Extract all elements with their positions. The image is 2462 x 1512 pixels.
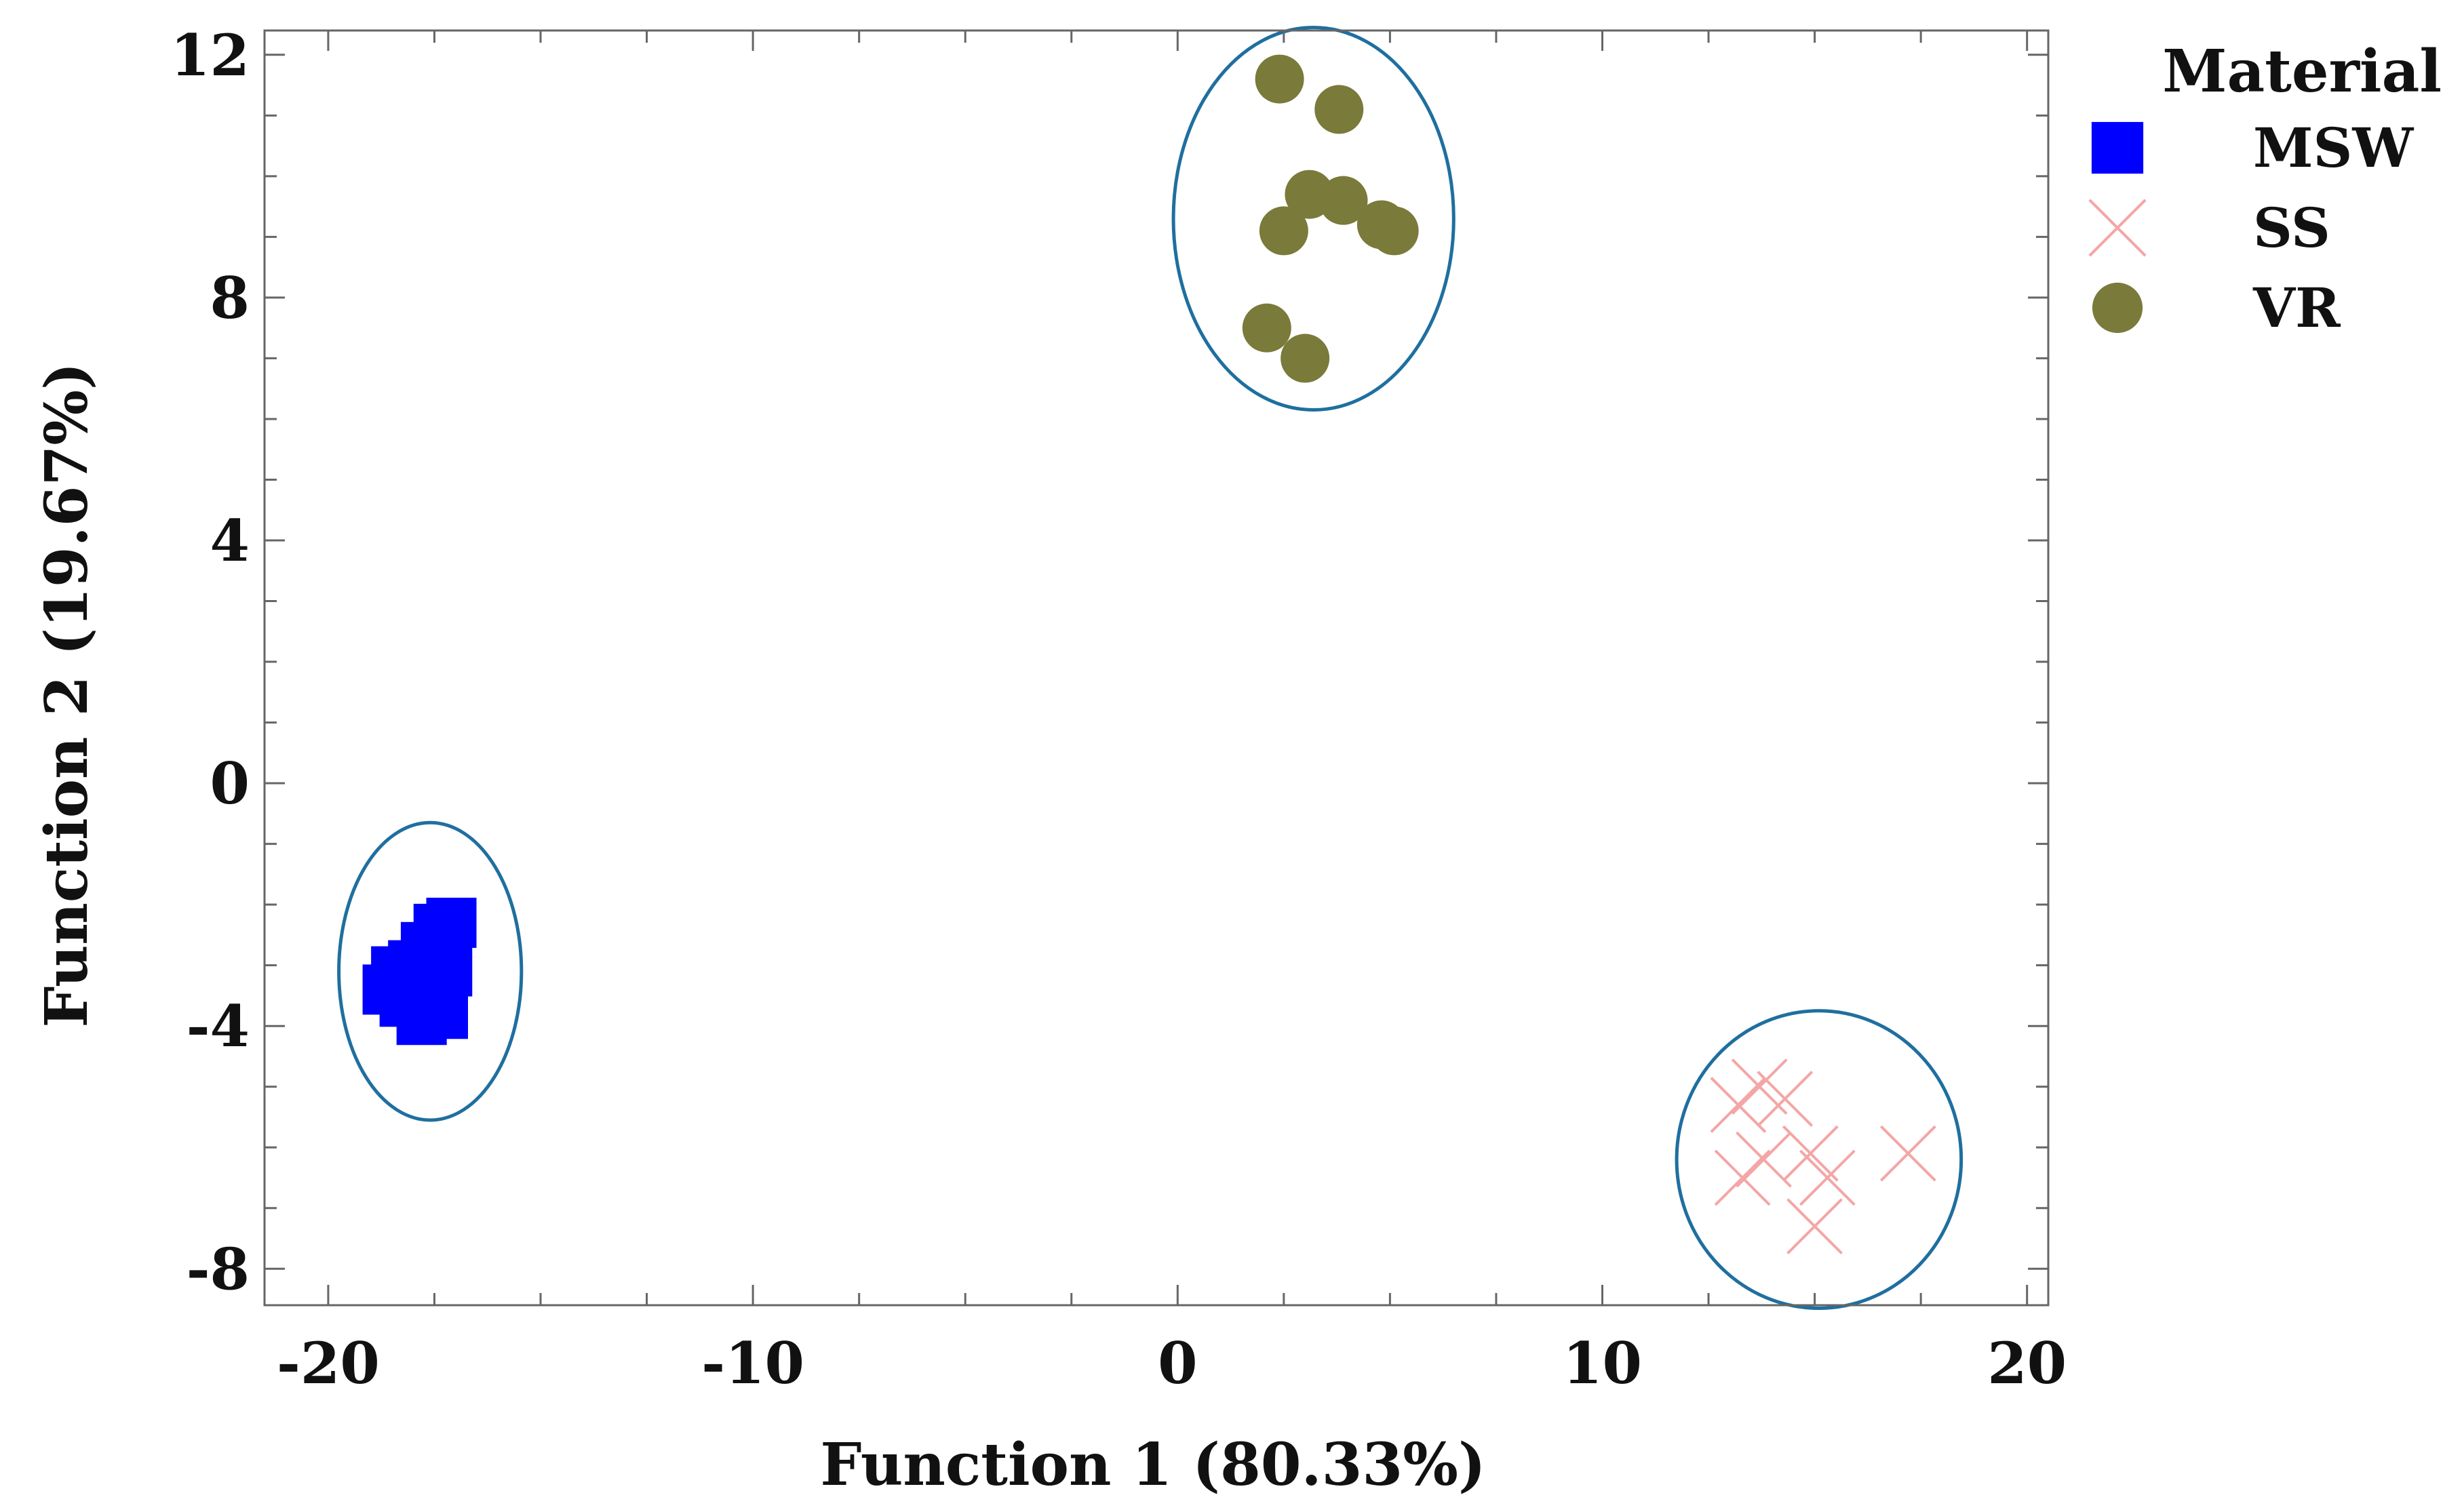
cluster-ellipse-vr	[1171, 26, 1455, 412]
msw-point-10	[426, 898, 477, 948]
x-stroke	[1731, 1058, 1788, 1115]
x-stroke	[1710, 1077, 1767, 1133]
x-tick-label: -10	[701, 1330, 804, 1397]
y-tick-label: 12	[170, 22, 250, 89]
ss-point-8	[1786, 1198, 1843, 1255]
y-tick-label: 4	[210, 507, 250, 574]
ss-point-6	[1782, 1125, 1839, 1182]
x-stroke	[1782, 1125, 1839, 1182]
vr-point-1	[1255, 54, 1304, 104]
legend: Material MSW SS VR	[2088, 37, 2442, 340]
legend-label-msw: MSW	[2253, 116, 2414, 180]
axis-labels: -20 -10 0 10 20 -8 -4 0 4 8 12 Function 1 (80.33%) F…	[33, 22, 2067, 1499]
vr-point-5	[1259, 206, 1308, 256]
y-tick-label: 8	[210, 264, 250, 332]
ss-point-7	[1799, 1149, 1856, 1206]
series-ss	[1710, 1058, 1936, 1255]
vr-point-8	[1242, 303, 1291, 353]
y-tick-label: -8	[187, 1235, 250, 1302]
cluster-ellipse-ss	[1675, 1009, 1963, 1310]
y-tick-label: -4	[187, 993, 250, 1060]
vr-point-9	[1281, 334, 1330, 383]
x-stroke	[1757, 1071, 1814, 1128]
ss-point-1	[1710, 1077, 1767, 1133]
x-axis-title: Function 1 (80.33%)	[820, 1431, 1485, 1499]
legend-label-ss: SS	[2253, 196, 2330, 260]
x-tick-label: 0	[1158, 1330, 1197, 1397]
legend-marker-vr	[2092, 282, 2143, 334]
ss-point-3	[1757, 1071, 1814, 1128]
vr-point-7	[1369, 206, 1419, 256]
plot-frame	[263, 29, 2050, 1307]
legend-item-ss: SS	[2088, 196, 2330, 260]
x-tick-label: 10	[1563, 1330, 1642, 1397]
x-stroke	[1714, 1149, 1771, 1206]
legend-item-msw: MSW	[2091, 116, 2414, 180]
legend-marker-ss	[2088, 199, 2147, 257]
series-msw	[362, 898, 477, 1046]
legend-title: Material	[2162, 37, 2442, 106]
series-vr	[1242, 54, 1419, 383]
ss-point-4	[1714, 1149, 1771, 1206]
x-tick-label: -20	[277, 1330, 380, 1397]
x-stroke	[1736, 1131, 1792, 1188]
legend-item-vr: VR	[2092, 276, 2341, 340]
y-axis-title: Function 2 (19.67%)	[33, 362, 101, 1027]
x-stroke	[2088, 199, 2147, 257]
ss-point-9	[1879, 1125, 1936, 1182]
y-tick-label: 0	[210, 750, 250, 817]
cluster-ellipses	[337, 26, 1963, 1310]
msw-point-9	[422, 946, 473, 997]
data-series	[362, 54, 1936, 1255]
x-stroke	[1879, 1125, 1936, 1182]
x-tick-label: 20	[1987, 1330, 2067, 1397]
vr-point-2	[1314, 85, 1364, 134]
x-stroke	[1786, 1198, 1843, 1255]
axes	[263, 29, 2050, 1307]
ss-point-5	[1736, 1131, 1792, 1188]
x-stroke	[1799, 1149, 1856, 1206]
msw-point-11	[418, 989, 468, 1039]
vr-point-4	[1318, 176, 1368, 225]
legend-label-vr: VR	[2252, 276, 2341, 340]
cluster-ellipse-msw	[337, 820, 524, 1122]
legend-marker-msw	[2091, 121, 2144, 174]
